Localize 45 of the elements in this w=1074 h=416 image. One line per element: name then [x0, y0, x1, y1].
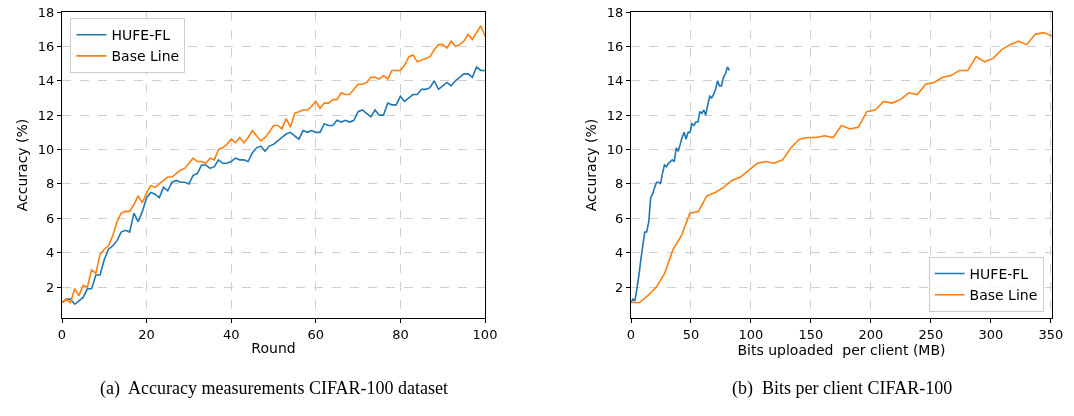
x-tick-label: 20 — [138, 326, 155, 342]
x-tick-label: 50 — [682, 326, 700, 342]
y-tick-label: 16 — [606, 38, 624, 54]
y-tick-label: 6 — [615, 210, 624, 226]
x-tick-label: 60 — [307, 326, 325, 342]
legend-label: HUFE-FL — [969, 265, 1029, 282]
line-series — [62, 24, 485, 304]
x-tick-label: 150 — [798, 326, 824, 342]
y-tick-label: 12 — [37, 107, 55, 123]
x-tick-label: 0 — [626, 326, 636, 342]
y-tick-label: 14 — [37, 73, 55, 89]
line-series — [631, 31, 1052, 304]
y-tick-label: 18 — [37, 4, 55, 20]
y-axis-title: Accuracy (%) — [14, 118, 31, 212]
legend-label: Base Line — [969, 287, 1038, 304]
text: (b) Bits per client CIFAR-100 — [732, 378, 953, 399]
line-series — [631, 66, 731, 304]
x-tick-label: 0 — [57, 326, 67, 342]
legend-label: HUFE-FL — [111, 27, 171, 44]
x-tick-label: 350 — [1038, 326, 1064, 342]
y-tick-label: 4 — [615, 245, 624, 261]
y-axis-title: Accuracy (%) — [583, 118, 600, 212]
y-tick-label: 18 — [606, 4, 624, 20]
x-tick-label: 80 — [392, 326, 409, 342]
legend-label: Base Line — [111, 48, 180, 65]
x-tick-label: 300 — [978, 326, 1004, 342]
text: (a) Accuracy measurements CIFAR-100 dataset — [100, 378, 449, 399]
x-axis-title: Bits uploaded per client (MB) — [737, 341, 946, 358]
y-tick-label: 14 — [606, 73, 624, 89]
x-tick-label: 100 — [472, 326, 498, 342]
x-tick-label: 250 — [918, 326, 944, 342]
y-tick-label: 4 — [46, 245, 55, 261]
y-tick-label: 16 — [37, 38, 55, 54]
y-tick-label: 6 — [46, 210, 55, 226]
y-tick-label: 2 — [615, 279, 624, 295]
x-tick-label: 200 — [858, 326, 884, 342]
y-tick-label: 12 — [606, 107, 624, 123]
y-tick-label: 8 — [46, 176, 55, 192]
x-tick-label: 40 — [222, 326, 240, 342]
y-tick-label: 2 — [46, 279, 55, 295]
y-tick-label: 8 — [615, 176, 624, 192]
y-tick-label: 10 — [606, 142, 624, 158]
y-tick-label: 10 — [37, 142, 55, 158]
x-axis-title: Round — [251, 339, 296, 356]
x-tick-label: 100 — [738, 326, 764, 342]
